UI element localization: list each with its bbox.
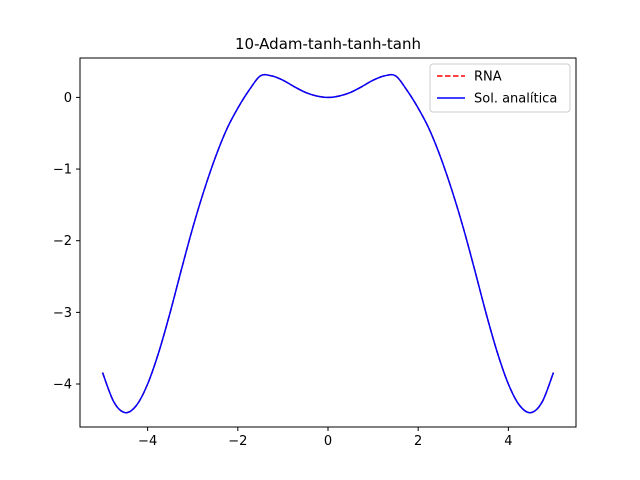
axes-frame (79, 57, 577, 428)
x-tick-label: −2 (228, 434, 247, 449)
legend-label-solucion-analitica: Sol. analítica (474, 92, 557, 107)
x-tick-label: −4 (138, 434, 157, 449)
x-tick-label: 2 (414, 434, 422, 449)
series-line-solucion-analitica (101, 73, 555, 414)
chart-title: 10-Adam-tanh-tanh-tanh (235, 35, 421, 53)
plot-area (101, 73, 555, 414)
y-tick-label: −4 (53, 378, 72, 393)
y-tick-label: −1 (53, 163, 72, 178)
axes: −4 −2 0 2 4 0 −1 −2 −3 −4 (53, 91, 513, 449)
x-tick-label: 4 (504, 434, 512, 449)
series-line-rna (101, 73, 555, 414)
x-tick-label: 0 (324, 434, 332, 449)
legend: RNA Sol. analítica (429, 63, 571, 113)
y-tick-label: −2 (53, 234, 72, 249)
legend-label-rna: RNA (474, 70, 502, 85)
y-tick-label: 0 (64, 91, 72, 106)
y-tick-label: −3 (53, 306, 72, 321)
